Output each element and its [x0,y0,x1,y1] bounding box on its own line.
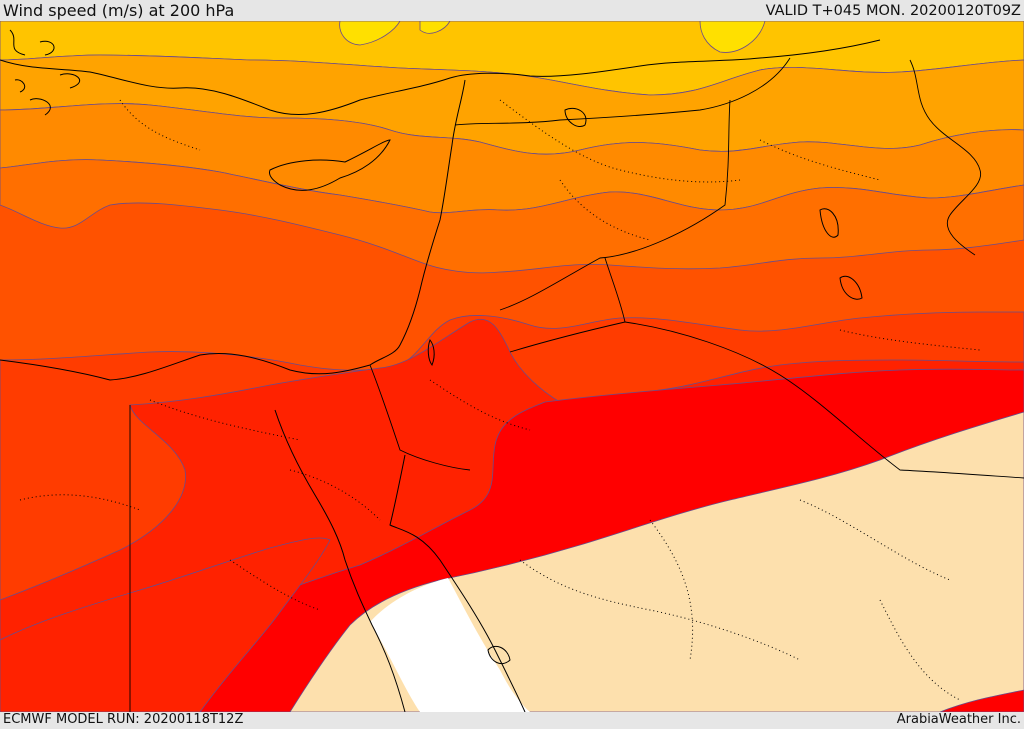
coastline-egypt-north [0,352,371,381]
wind-speed-map[interactable] [0,21,1024,712]
header-bar: Wind speed (m/s) at 200 hPa VALID T+045 … [0,0,1024,21]
coastline-aegean-islands [9,29,81,116]
credit-label: ArabiaWeather Inc. [896,712,1021,727]
country-borders [129,57,1024,712]
border-syria-iraq [499,99,731,311]
border-jordan-saudi [509,257,626,353]
band-orange-dark [0,159,1024,274]
coastline-levant [369,79,466,366]
band-dark-tail [0,537,331,712]
border-sinai [369,364,471,471]
coastline-turkey-south [0,39,881,116]
footer-bar: ECMWF MODEL RUN: 20200118T12Z ArabiaWeat… [0,712,1024,729]
border-turkey-syria [454,57,791,126]
border-iraq-saudi [624,321,1024,479]
province-boundaries [19,99,981,701]
coastline-gulf-islands [819,208,863,300]
map-title: Wind speed (m/s) at 200 hPa [3,1,235,20]
band-yellow [339,21,766,53]
coastline-cyprus [269,139,391,191]
coastline-dead-sea [427,338,435,366]
coastline-red-sea-east [389,454,526,712]
model-run-label: ECMWF MODEL RUN: 20200118T12Z [3,712,244,727]
coastline-red-sea-islands [487,645,511,665]
valid-time-label: VALID T+045 MON. 20200120T09Z [765,3,1021,19]
band-white-sea [370,578,530,712]
border-iran [909,59,982,256]
coastlines [0,29,881,712]
coastline-red-sea-west [274,409,406,712]
wind-speed-bands [0,21,1024,712]
map-canvas [0,21,1024,712]
